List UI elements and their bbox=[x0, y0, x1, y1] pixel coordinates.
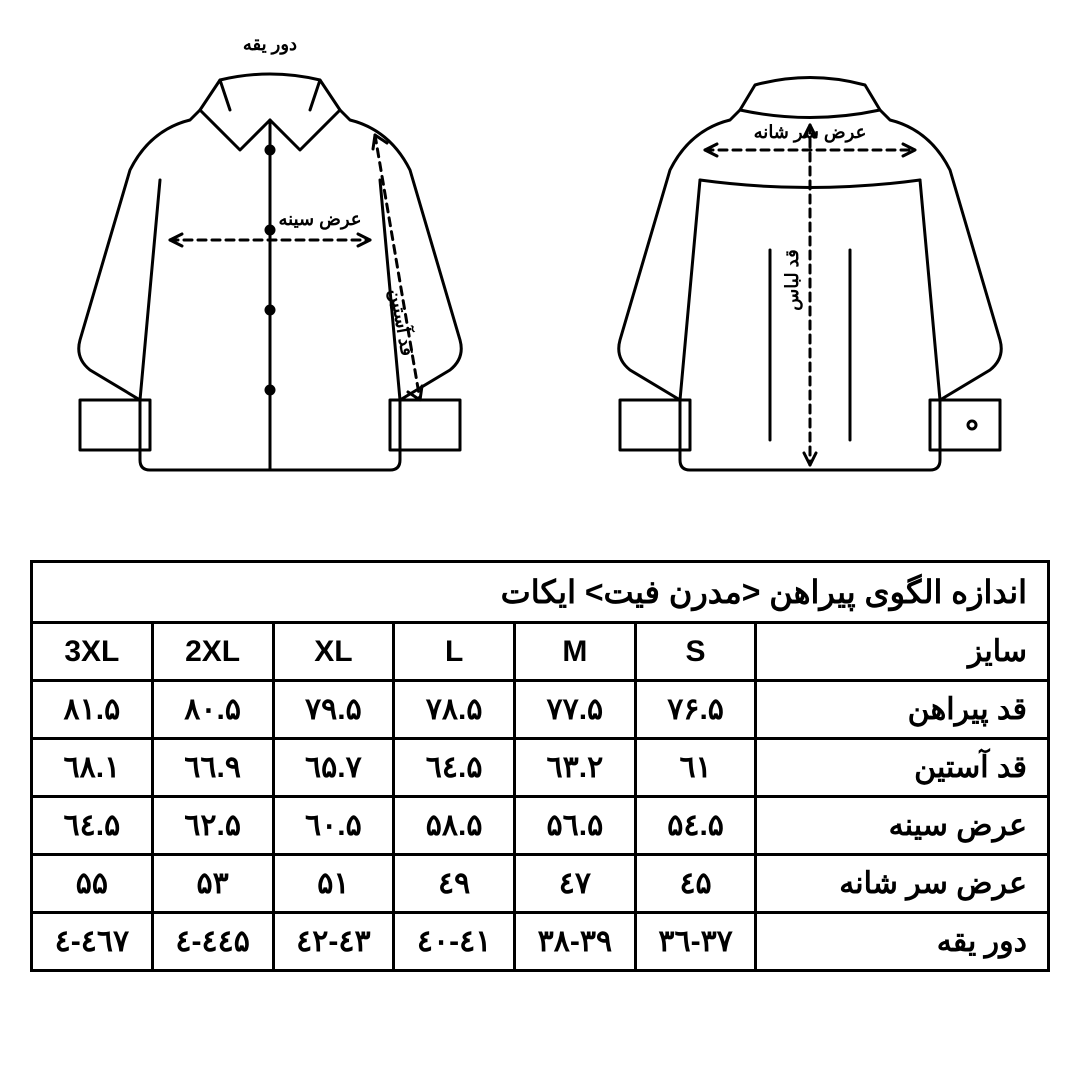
size-xl: XL bbox=[273, 623, 394, 681]
size-m: M bbox=[515, 623, 636, 681]
cell: ۳٦-۳۷ bbox=[635, 913, 756, 971]
length-label: قد لباس bbox=[782, 249, 803, 310]
table-title: اندازه الگوی پیراهن <مدرن فیت> ایکات bbox=[32, 562, 1049, 623]
table-row: ٦٤.۵ ٦۲.۵ ٦۰.۵ ۵۸.۵ ۵٦.۵ ۵٤.۵ عرض سینه bbox=[32, 797, 1049, 855]
table-row: ۸۱.۵ ۸۰.۵ ۷۹.۵ ۷۸.۵ ۷۷.۵ ۷۶.۵ قد پیراهن bbox=[32, 681, 1049, 739]
cell: ٦٤.۵ bbox=[394, 739, 515, 797]
cell: ۳۸-۳۹ bbox=[515, 913, 636, 971]
cell: ٤٦-٤۷ bbox=[32, 913, 153, 971]
cell: ۷۹.۵ bbox=[273, 681, 394, 739]
cell: ۸۱.۵ bbox=[32, 681, 153, 739]
table-row: ٤٦-٤۷ ٤٤-٤۵ ٤۲-٤۳ ٤۰-٤۱ ۳۸-۳۹ ۳٦-۳۷ دور … bbox=[32, 913, 1049, 971]
cell: ۵۱ bbox=[273, 855, 394, 913]
cell: ۵۳ bbox=[152, 855, 273, 913]
row-label: دور یقه bbox=[756, 913, 1049, 971]
cell: ٦۳.۲ bbox=[515, 739, 636, 797]
cell: ۸۰.۵ bbox=[152, 681, 273, 739]
cell: ٤۰-٤۱ bbox=[394, 913, 515, 971]
cell: ٦٤.۵ bbox=[32, 797, 153, 855]
shirt-back-diagram: عرض سر شانه قد لباس bbox=[560, 20, 1060, 520]
shirt-front-diagram: دور یقه عرض سینه قد آستین bbox=[20, 20, 520, 520]
row-label: قد پیراهن bbox=[756, 681, 1049, 739]
cell: ٦۸.۱ bbox=[32, 739, 153, 797]
cell: ۵۸.۵ bbox=[394, 797, 515, 855]
cell: ٦٦.۹ bbox=[152, 739, 273, 797]
cell: ۷۸.۵ bbox=[394, 681, 515, 739]
cell: ٤۲-٤۳ bbox=[273, 913, 394, 971]
cell: ٦۰.۵ bbox=[273, 797, 394, 855]
cell: ۵٤.۵ bbox=[635, 797, 756, 855]
collar-label: دور یقه bbox=[243, 34, 297, 55]
table-title-row: اندازه الگوی پیراهن <مدرن فیت> ایکات bbox=[32, 562, 1049, 623]
cell: ٦۱ bbox=[635, 739, 756, 797]
cell: ۷۶.۵ bbox=[635, 681, 756, 739]
cell: ٦۲.۵ bbox=[152, 797, 273, 855]
cell: ٤۷ bbox=[515, 855, 636, 913]
row-label: عرض سر شانه bbox=[756, 855, 1049, 913]
cell: ٤٤-٤۵ bbox=[152, 913, 273, 971]
cell: ۵٦.۵ bbox=[515, 797, 636, 855]
table-row: ٦۸.۱ ٦٦.۹ ٦۵.۷ ٦٤.۵ ٦۳.۲ ٦۱ قد آستین bbox=[32, 739, 1049, 797]
sleeve-label: قد آستین bbox=[385, 287, 419, 358]
cell: ۵۵ bbox=[32, 855, 153, 913]
size-3xl: 3XL bbox=[32, 623, 153, 681]
sizes-row: 3XL 2XL XL L M S سایز bbox=[32, 623, 1049, 681]
size-l: L bbox=[394, 623, 515, 681]
shoulder-label: عرض سر شانه bbox=[754, 122, 867, 143]
chest-label: عرض سینه bbox=[278, 209, 361, 230]
cell: ۷۷.۵ bbox=[515, 681, 636, 739]
shirt-diagrams: دور یقه عرض سینه قد آستین bbox=[20, 20, 1060, 540]
cell: ٤۵ bbox=[635, 855, 756, 913]
table-row: ۵۵ ۵۳ ۵۱ ٤۹ ٤۷ ٤۵ عرض سر شانه bbox=[32, 855, 1049, 913]
row-label: قد آستین bbox=[756, 739, 1049, 797]
cell: ٤۹ bbox=[394, 855, 515, 913]
size-2xl: 2XL bbox=[152, 623, 273, 681]
size-label: سایز bbox=[756, 623, 1049, 681]
cell: ٦۵.۷ bbox=[273, 739, 394, 797]
size-s: S bbox=[635, 623, 756, 681]
row-label: عرض سینه bbox=[756, 797, 1049, 855]
size-chart-table: اندازه الگوی پیراهن <مدرن فیت> ایکات 3XL… bbox=[30, 560, 1050, 972]
